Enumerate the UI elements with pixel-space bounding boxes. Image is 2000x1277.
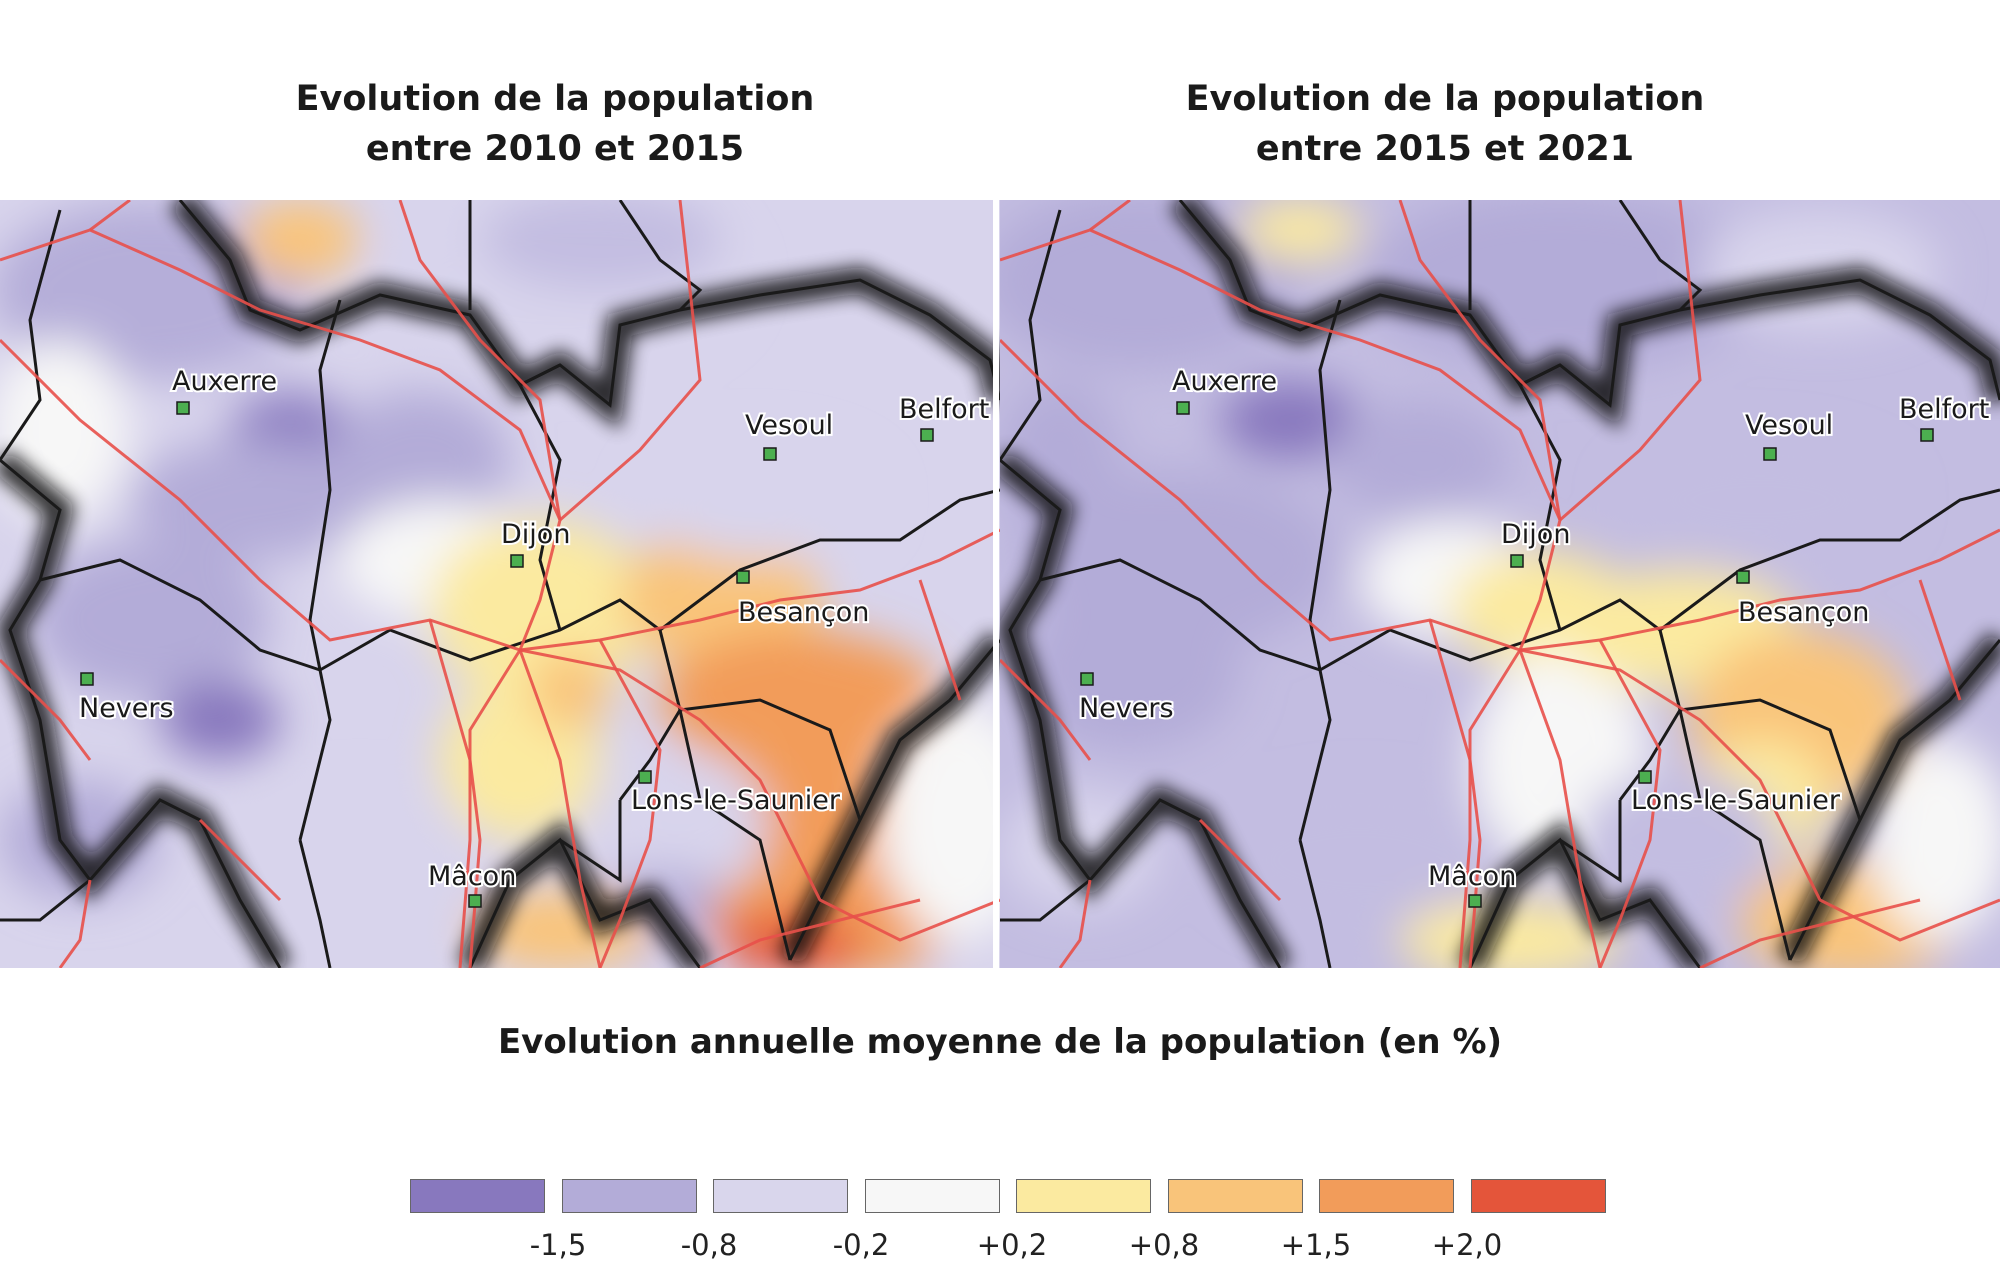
- city-marker-auxerre: [1176, 401, 1190, 415]
- map-title-line2: entre 2015 et 2021: [1255, 129, 1635, 169]
- city-label: Nevers: [1079, 693, 1174, 724]
- city-label: Besançon: [738, 597, 869, 628]
- map-left: Auxerre Vesoul Belfort Dijon Besançon Ne…: [0, 200, 1000, 968]
- city-marker-dijon: [1510, 554, 1524, 568]
- city-label: Auxerre: [1172, 366, 1277, 397]
- department-borders: [0, 200, 1000, 968]
- map-title-right: Evolution de la population entre 2015 et…: [1055, 74, 1835, 174]
- city-label: Dijon: [1501, 519, 1570, 550]
- map-title-line1: Evolution de la population: [1185, 79, 1705, 119]
- city-label: Belfort: [1899, 394, 1989, 425]
- city-marker-besancon: [1736, 570, 1750, 584]
- city-marker-dijon: [510, 554, 524, 568]
- city-label: Lons-le-Saunier: [1631, 785, 1841, 816]
- map-title-left: Evolution de la population entre 2010 et…: [165, 74, 945, 174]
- city-label: Mâcon: [428, 861, 516, 892]
- legend-swatch: [1319, 1179, 1454, 1213]
- legend-break-label: -1,5: [529, 1228, 587, 1262]
- city-marker-lons-le-saunier: [638, 770, 652, 784]
- map-divider: [993, 200, 999, 968]
- legend-break-label: +0,2: [976, 1228, 1048, 1262]
- city-marker-vesoul: [1763, 447, 1777, 461]
- legend-swatch: [562, 1179, 697, 1213]
- legend-break-label: +1,5: [1280, 1228, 1352, 1262]
- city-label: Besançon: [1738, 597, 1869, 628]
- department-borders: [1000, 200, 2000, 968]
- city-label: Mâcon: [1428, 861, 1516, 892]
- population-surface: [1000, 200, 2000, 968]
- choropleth-map-left: Auxerre Vesoul Belfort Dijon Besançon Ne…: [0, 200, 1000, 968]
- city-labels: Auxerre Vesoul Belfort Dijon Besançon Ne…: [77, 364, 991, 894]
- map-right: Auxerre Vesoul Belfort Dijon Besançon Ne…: [1000, 200, 2000, 968]
- city-marker-auxerre: [176, 401, 190, 415]
- city-label: Vesoul: [745, 410, 833, 441]
- city-markers: [1080, 401, 1934, 908]
- city-markers: [80, 401, 934, 908]
- city-label: Belfort: [899, 394, 989, 425]
- legend-break-label: -0,8: [680, 1228, 738, 1262]
- population-surface: [0, 200, 1000, 968]
- road-network: [1000, 200, 2000, 968]
- choropleth-map-right: Auxerre Vesoul Belfort Dijon Besançon Ne…: [1000, 200, 2000, 968]
- city-marker-lons-le-saunier: [1638, 770, 1652, 784]
- city-label: Dijon: [501, 519, 570, 550]
- road-network: [0, 200, 1000, 968]
- legend-break-label: -0,2: [832, 1228, 890, 1262]
- city-label: Lons-le-Saunier: [631, 785, 841, 816]
- city-labels: Auxerre Vesoul Belfort Dijon Besançon Ne…: [1077, 364, 1991, 894]
- legend-swatch: [1016, 1179, 1151, 1213]
- city-label: Nevers: [79, 693, 174, 724]
- legend-swatch: [410, 1179, 545, 1213]
- legend-break-label: +2,0: [1431, 1228, 1503, 1262]
- city-marker-belfort: [920, 428, 934, 442]
- legend-break-label: +0,8: [1128, 1228, 1200, 1262]
- city-marker-macon: [468, 894, 482, 908]
- city-label: Auxerre: [172, 366, 277, 397]
- city-marker-nevers: [80, 672, 94, 686]
- legend-swatch: [865, 1179, 1000, 1213]
- city-marker-macon: [1468, 894, 1482, 908]
- map-title-line2: entre 2010 et 2015: [365, 129, 745, 169]
- city-marker-besancon: [736, 570, 750, 584]
- city-marker-belfort: [1920, 428, 1934, 442]
- legend-title: Evolution annuelle moyenne de la populat…: [497, 1022, 1503, 1062]
- legend-swatch: [1168, 1179, 1303, 1213]
- legend-swatch: [713, 1179, 848, 1213]
- city-label: Vesoul: [1745, 410, 1833, 441]
- legend-swatch: [1471, 1179, 1606, 1213]
- city-marker-nevers: [1080, 672, 1094, 686]
- map-title-line1: Evolution de la population: [295, 79, 815, 119]
- city-marker-vesoul: [763, 447, 777, 461]
